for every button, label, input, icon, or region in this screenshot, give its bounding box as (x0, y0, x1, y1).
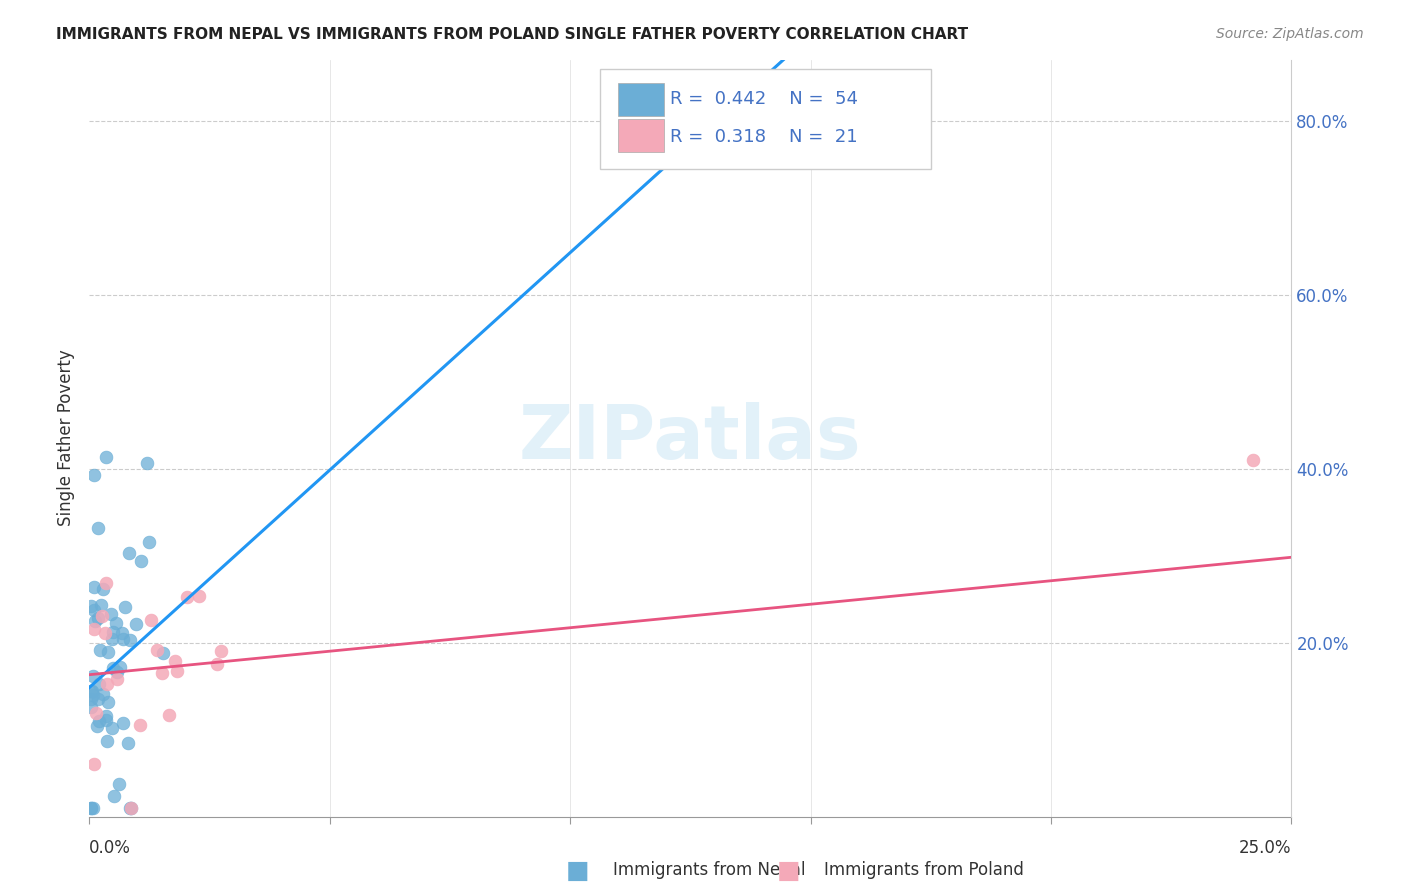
Text: 0.0%: 0.0% (89, 838, 131, 857)
Point (83, 580, 105, 594)
Point (105, 673, 128, 687)
Point (108, 660, 131, 674)
Point (86, 719, 108, 733)
FancyBboxPatch shape (619, 83, 664, 116)
Point (90, 608, 112, 623)
Point (139, 613, 162, 627)
Point (89, 642, 111, 657)
Text: ■: ■ (778, 859, 800, 883)
Point (135, 456, 157, 470)
Point (80, 599, 103, 613)
Point (80, 684, 103, 698)
Point (103, 661, 125, 675)
Point (101, 721, 124, 735)
Point (82, 801, 104, 815)
Text: R =  0.318    N =  21: R = 0.318 N = 21 (669, 128, 858, 145)
Point (87, 520, 110, 534)
Point (83, 757, 105, 772)
Point (121, 801, 143, 815)
Point (157, 707, 180, 722)
Point (84, 614, 107, 628)
Point (96, 450, 118, 465)
Point (82, 688, 104, 702)
Point (79, 699, 101, 714)
Point (108, 777, 131, 791)
Point (97, 645, 120, 659)
Point (138, 535, 160, 549)
Point (150, 666, 173, 681)
Point (114, 599, 136, 614)
Point (97, 695, 120, 709)
Point (111, 715, 134, 730)
Point (187, 590, 209, 604)
Text: Source: ZipAtlas.com: Source: ZipAtlas.com (1216, 27, 1364, 41)
Point (83, 603, 105, 617)
Point (125, 617, 148, 632)
Point (111, 625, 134, 640)
Point (129, 554, 152, 568)
Text: Immigrants from Nepal: Immigrants from Nepal (613, 861, 806, 880)
Point (165, 654, 187, 668)
Text: ZIPatlas: ZIPatlas (519, 401, 862, 475)
Text: IMMIGRANTS FROM NEPAL VS IMMIGRANTS FROM POLAND SINGLE FATHER POVERTY CORRELATIO: IMMIGRANTS FROM NEPAL VS IMMIGRANTS FROM… (56, 27, 969, 42)
Text: R =  0.442    N =  54: R = 0.442 N = 54 (669, 90, 858, 108)
Point (209, 644, 232, 658)
Point (120, 801, 142, 815)
Point (103, 789, 125, 804)
Point (83, 468, 105, 483)
Point (91, 687, 114, 701)
Point (101, 625, 124, 640)
Point (152, 646, 174, 660)
Point (176, 590, 198, 604)
Point (101, 632, 124, 647)
Text: 25.0%: 25.0% (1239, 838, 1292, 857)
Point (117, 736, 139, 750)
Point (83, 622, 105, 636)
Point (112, 632, 135, 646)
Point (94, 576, 117, 591)
Point (207, 657, 229, 672)
Point (86, 692, 108, 706)
Point (80, 801, 103, 815)
Point (94, 713, 117, 727)
Point (1241, 452, 1264, 467)
Point (96, 676, 118, 690)
Point (118, 546, 141, 560)
Point (100, 607, 122, 621)
Point (105, 616, 128, 631)
Point (87, 714, 110, 728)
Point (105, 665, 128, 680)
Point (96, 734, 118, 748)
Point (90, 598, 112, 612)
Text: Immigrants from Poland: Immigrants from Poland (824, 861, 1024, 880)
Point (82, 669, 104, 683)
Point (80, 801, 103, 815)
Point (91, 582, 114, 597)
Point (96, 708, 118, 723)
Point (79, 692, 101, 706)
Point (94, 625, 117, 640)
FancyBboxPatch shape (600, 70, 931, 169)
Point (79, 683, 101, 698)
Text: ■: ■ (567, 859, 589, 883)
Point (146, 643, 169, 657)
FancyBboxPatch shape (619, 119, 664, 152)
Point (89, 677, 111, 691)
Point (84, 706, 107, 720)
Point (129, 718, 152, 732)
Y-axis label: Single Father Poverty: Single Father Poverty (58, 350, 75, 526)
Point (120, 633, 142, 648)
Point (86, 611, 108, 625)
Point (166, 664, 188, 678)
Point (120, 801, 142, 815)
